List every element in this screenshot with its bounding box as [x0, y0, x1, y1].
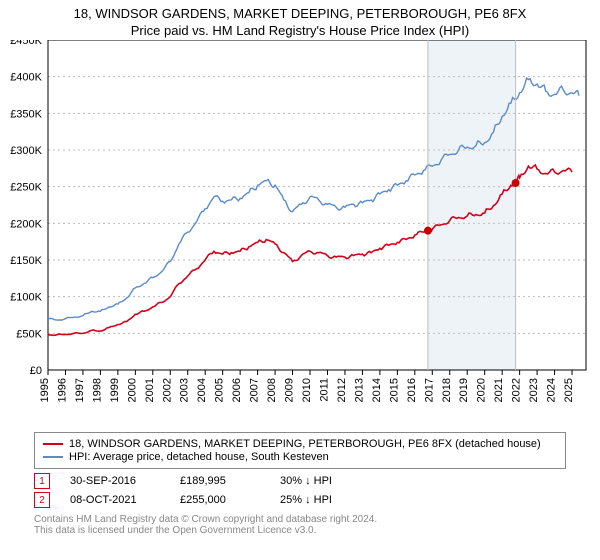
chart-title: 18, WINDSOR GARDENS, MARKET DEEPING, PET…	[10, 6, 590, 21]
svg-text:2003: 2003	[179, 378, 191, 402]
legend: 18, WINDSOR GARDENS, MARKET DEEPING, PET…	[34, 432, 566, 469]
sale-date: 30-SEP-2016	[70, 475, 160, 487]
svg-text:2004: 2004	[196, 378, 208, 402]
svg-text:2000: 2000	[126, 378, 138, 402]
svg-text:1996: 1996	[56, 378, 68, 402]
svg-text:2021: 2021	[493, 378, 505, 402]
svg-text:1997: 1997	[74, 378, 86, 402]
sale-marker-icon: 1	[34, 473, 50, 489]
svg-text:2017: 2017	[423, 378, 435, 402]
svg-text:2020: 2020	[476, 378, 488, 402]
svg-text:£300K: £300K	[10, 145, 42, 157]
svg-text:£250K: £250K	[10, 182, 42, 194]
svg-text:£400K: £400K	[10, 72, 42, 84]
svg-text:2024: 2024	[546, 378, 558, 402]
svg-text:£200K: £200K	[10, 218, 42, 230]
svg-text:2011: 2011	[318, 378, 330, 402]
svg-text:2002: 2002	[161, 378, 173, 402]
svg-text:2009: 2009	[284, 378, 296, 402]
svg-text:2014: 2014	[371, 378, 383, 402]
sale-price: £255,000	[180, 494, 260, 506]
sale-diff: 30% ↓ HPI	[280, 475, 370, 487]
legend-label: 18, WINDSOR GARDENS, MARKET DEEPING, PET…	[69, 438, 541, 450]
sale-date: 08-OCT-2021	[70, 494, 160, 506]
svg-text:£150K: £150K	[10, 255, 42, 267]
legend-item: HPI: Average price, detached house, Sout…	[43, 451, 557, 463]
svg-text:2001: 2001	[144, 378, 156, 402]
svg-text:1998: 1998	[91, 378, 103, 402]
legend-label: HPI: Average price, detached house, Sout…	[69, 451, 329, 463]
svg-text:2023: 2023	[528, 378, 540, 402]
svg-text:2016: 2016	[406, 378, 418, 402]
chart-area: £0 £50K £100K £150K £200K £250K £300K £350K £400…	[0, 40, 600, 426]
footer-line: This data is licensed under the Open Gov…	[34, 525, 566, 536]
svg-text:£0: £0	[30, 365, 42, 377]
sale-row: 2 08-OCT-2021 £255,000 25% ↓ HPI	[34, 492, 566, 508]
svg-text:2013: 2013	[353, 378, 365, 402]
footer-line: Contains HM Land Registry data © Crown c…	[34, 514, 566, 525]
title-block: 18, WINDSOR GARDENS, MARKET DEEPING, PET…	[0, 0, 600, 40]
svg-text:2019: 2019	[458, 378, 470, 402]
svg-text:£450K: £450K	[10, 40, 42, 47]
line-chart: £0 £50K £100K £150K £200K £250K £300K £350K £400…	[0, 40, 600, 426]
svg-text:2022: 2022	[511, 378, 523, 402]
sale-diff: 25% ↓ HPI	[280, 494, 370, 506]
sales-table: 1 30-SEP-2016 £189,995 30% ↓ HPI 2 08-OC…	[34, 473, 566, 508]
svg-text:2012: 2012	[336, 378, 348, 402]
svg-text:£100K: £100K	[10, 292, 42, 304]
chart-subtitle: Price paid vs. HM Land Registry's House …	[10, 23, 590, 38]
svg-text:2015: 2015	[388, 378, 400, 402]
sale-price: £189,995	[180, 475, 260, 487]
sale-marker-icon: 2	[34, 492, 50, 508]
svg-text:2007: 2007	[249, 378, 261, 402]
svg-text:1999: 1999	[109, 378, 121, 402]
svg-text:2006: 2006	[231, 378, 243, 402]
svg-text:2005: 2005	[214, 378, 226, 402]
svg-text:2018: 2018	[441, 378, 453, 402]
sale-row: 1 30-SEP-2016 £189,995 30% ↓ HPI	[34, 473, 566, 489]
svg-text:2025: 2025	[563, 378, 575, 402]
legend-swatch	[43, 443, 63, 445]
svg-text:2008: 2008	[266, 378, 278, 402]
svg-text:2010: 2010	[301, 378, 313, 402]
footer: Contains HM Land Registry data © Crown c…	[34, 514, 566, 536]
legend-swatch	[43, 456, 63, 458]
legend-item: 18, WINDSOR GARDENS, MARKET DEEPING, PET…	[43, 438, 557, 450]
svg-text:1995: 1995	[39, 378, 51, 402]
chart-container: { "title": "18, WINDSOR GARDENS, MARKET …	[0, 0, 600, 536]
svg-text:£350K: £350K	[10, 108, 42, 120]
svg-text:£50K: £50K	[16, 328, 42, 340]
